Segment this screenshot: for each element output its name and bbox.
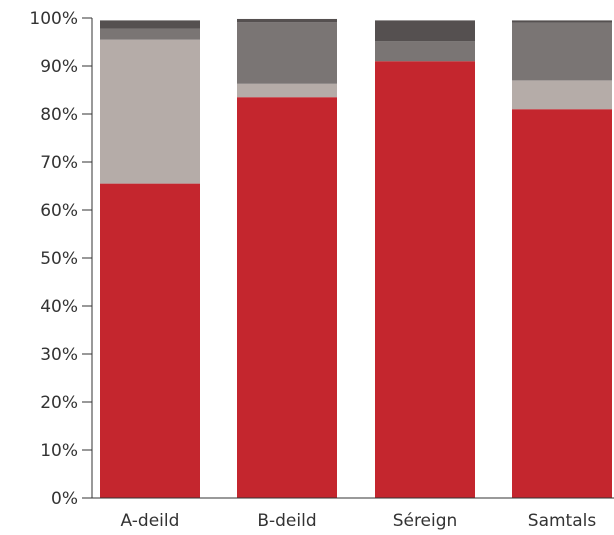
y-tick-label: 0% [51,489,78,509]
bar-stack [375,20,475,498]
y-tick-label: 100% [29,9,78,29]
bar-segment [237,83,337,98]
x-tick-label: Séreign [393,511,458,531]
x-axis-ticks: A-deild B-deild Séreign Samtals [121,511,597,531]
y-tick-label: 60% [40,201,78,221]
x-tick-label: A-deild [121,511,180,531]
y-tick-label: 30% [40,345,78,365]
x-tick-label: B-deild [257,511,316,531]
y-tick-label: 10% [40,441,78,461]
bar-segment [237,22,337,84]
bar-segment [512,22,612,81]
y-axis-ticks: 0% 10% 20% 30% 40% 50% 60% 70% 80% 90% 100% [29,9,92,509]
bar-segment [512,80,612,110]
bar-segment [375,20,475,42]
x-tick-label: Samtals [528,511,597,531]
bar-segment [100,20,200,29]
y-tick-label: 80% [40,105,78,125]
bar-segment [375,41,475,62]
bar-segment [375,61,475,498]
bar-segment [237,97,337,498]
y-tick-label: 40% [40,297,78,317]
bar-segment [100,183,200,498]
y-tick-label: 20% [40,393,78,413]
y-tick-label: 50% [40,249,78,269]
bar-segment [237,18,337,23]
bar-segment [512,109,612,498]
y-tick-label: 90% [40,57,78,77]
bar-stack [100,20,200,498]
y-tick-label: 70% [40,153,78,173]
bar-segment [100,28,200,40]
bar-stack [237,18,337,498]
bar-segment [512,20,612,23]
bars-layer [100,18,612,498]
bar-stack [512,20,612,498]
bar-segment [100,39,200,184]
